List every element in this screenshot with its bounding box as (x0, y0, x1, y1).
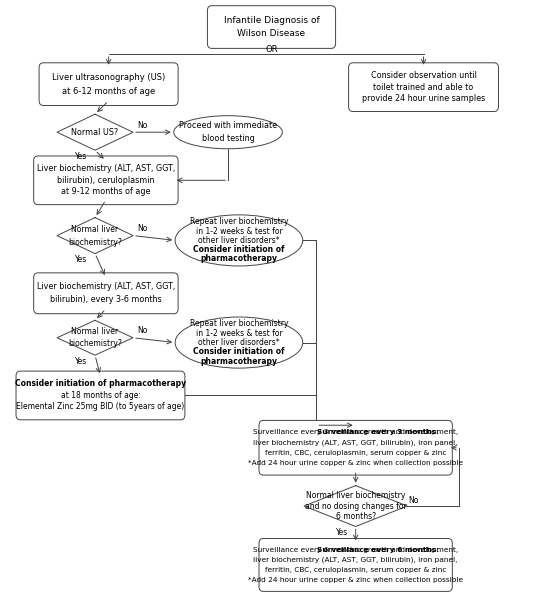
Text: in 1-2 weeks & test for: in 1-2 weeks & test for (195, 227, 282, 236)
Text: at 9-12 months of age: at 9-12 months of age (61, 188, 150, 197)
Text: *Add 24 hour urine copper & zinc when collection possible: *Add 24 hour urine copper & zinc when co… (248, 577, 463, 583)
Text: Surveillance every 3 months: growth and development,: Surveillance every 3 months: growth and … (253, 429, 458, 435)
Text: No: No (137, 224, 148, 233)
Text: Wilson Disease: Wilson Disease (237, 29, 306, 38)
FancyBboxPatch shape (39, 63, 178, 106)
Text: Normal liver: Normal liver (72, 327, 118, 336)
Polygon shape (57, 218, 133, 254)
FancyBboxPatch shape (259, 538, 452, 591)
Text: Normal US?: Normal US? (71, 128, 119, 136)
Text: provide 24 hour urine samples: provide 24 hour urine samples (362, 94, 485, 103)
Text: Consider observation until: Consider observation until (371, 71, 476, 80)
Text: Yes: Yes (75, 255, 87, 264)
Text: 6 months?: 6 months? (336, 512, 376, 521)
Text: Infantile Diagnosis of: Infantile Diagnosis of (224, 16, 319, 25)
Polygon shape (57, 114, 133, 150)
Text: No: No (408, 496, 419, 504)
Polygon shape (304, 486, 407, 526)
Text: Repeat liver biochemistry: Repeat liver biochemistry (190, 320, 288, 329)
Text: ferritin, CBC, ceruloplasmin, serum copper & zinc: ferritin, CBC, ceruloplasmin, serum copp… (265, 567, 446, 573)
FancyBboxPatch shape (34, 273, 178, 314)
Text: Yes: Yes (75, 152, 87, 160)
Text: at 18 months of age:: at 18 months of age: (60, 391, 141, 400)
Text: Proceed with immediate: Proceed with immediate (179, 121, 277, 130)
FancyBboxPatch shape (207, 6, 336, 48)
Polygon shape (57, 320, 133, 355)
Text: toilet trained and able to: toilet trained and able to (374, 83, 473, 91)
Text: Normal liver biochemistry: Normal liver biochemistry (306, 491, 406, 500)
Text: Surveillance every 6 months:: Surveillance every 6 months: (317, 547, 439, 553)
Text: biochemistry?: biochemistry? (68, 237, 122, 246)
Text: other liver disorders*: other liver disorders* (198, 338, 280, 347)
Text: at 6-12 months of age: at 6-12 months of age (62, 87, 155, 96)
Text: No: No (137, 326, 148, 335)
Text: biochemistry?: biochemistry? (68, 340, 122, 349)
Text: Consider initiation of: Consider initiation of (193, 347, 285, 356)
Text: Surveillance every 6 months: growth and development,: Surveillance every 6 months: growth and … (253, 547, 458, 553)
FancyBboxPatch shape (349, 63, 498, 112)
Text: Elemental Zinc 25mg BID (to 5years of age): Elemental Zinc 25mg BID (to 5years of ag… (16, 403, 185, 412)
Text: No: No (137, 121, 148, 129)
Text: liver biochemistry (ALT, AST, GGT, bilirubin), iron panel,: liver biochemistry (ALT, AST, GGT, bilir… (254, 439, 458, 446)
Ellipse shape (174, 115, 282, 148)
Text: Normal liver: Normal liver (72, 225, 118, 234)
Ellipse shape (175, 317, 303, 368)
Text: bilirubin), ceruloplasmin: bilirubin), ceruloplasmin (57, 176, 155, 185)
FancyBboxPatch shape (259, 421, 452, 475)
Text: pharmacotherapy: pharmacotherapy (200, 254, 277, 263)
Text: ferritin, CBC, ceruloplasmin, serum copper & zinc: ferritin, CBC, ceruloplasmin, serum copp… (265, 450, 446, 456)
Text: *Add 24 hour urine copper & zinc when collection possible: *Add 24 hour urine copper & zinc when co… (248, 460, 463, 466)
Text: OR: OR (265, 45, 278, 53)
Text: in 1-2 weeks & test for: in 1-2 weeks & test for (195, 329, 282, 338)
Text: Liver ultrasonography (US): Liver ultrasonography (US) (52, 73, 165, 82)
Text: Consider initiation of pharmacotherapy: Consider initiation of pharmacotherapy (15, 379, 186, 388)
Text: Liver biochemistry (ALT, AST, GGT,: Liver biochemistry (ALT, AST, GGT, (37, 282, 175, 291)
Text: Surveillance every 3 months:: Surveillance every 3 months: (317, 429, 439, 435)
Text: Yes: Yes (75, 357, 87, 365)
Text: bilirubin), every 3-6 months: bilirubin), every 3-6 months (50, 295, 162, 304)
Text: liver biochemistry (ALT, AST, GGT, bilirubin), iron panel,: liver biochemistry (ALT, AST, GGT, bilir… (254, 557, 458, 563)
Text: Consider initiation of: Consider initiation of (193, 245, 285, 254)
Ellipse shape (175, 215, 303, 266)
Text: other liver disorders*: other liver disorders* (198, 236, 280, 245)
Text: Yes: Yes (336, 528, 348, 537)
FancyBboxPatch shape (34, 156, 178, 204)
Text: blood testing: blood testing (201, 135, 255, 143)
Text: pharmacotherapy: pharmacotherapy (200, 356, 277, 365)
Text: Repeat liver biochemistry: Repeat liver biochemistry (190, 218, 288, 227)
FancyBboxPatch shape (16, 371, 185, 419)
Text: Liver biochemistry (ALT, AST, GGT,: Liver biochemistry (ALT, AST, GGT, (37, 164, 175, 173)
Text: and no dosing changes for: and no dosing changes for (305, 502, 407, 510)
